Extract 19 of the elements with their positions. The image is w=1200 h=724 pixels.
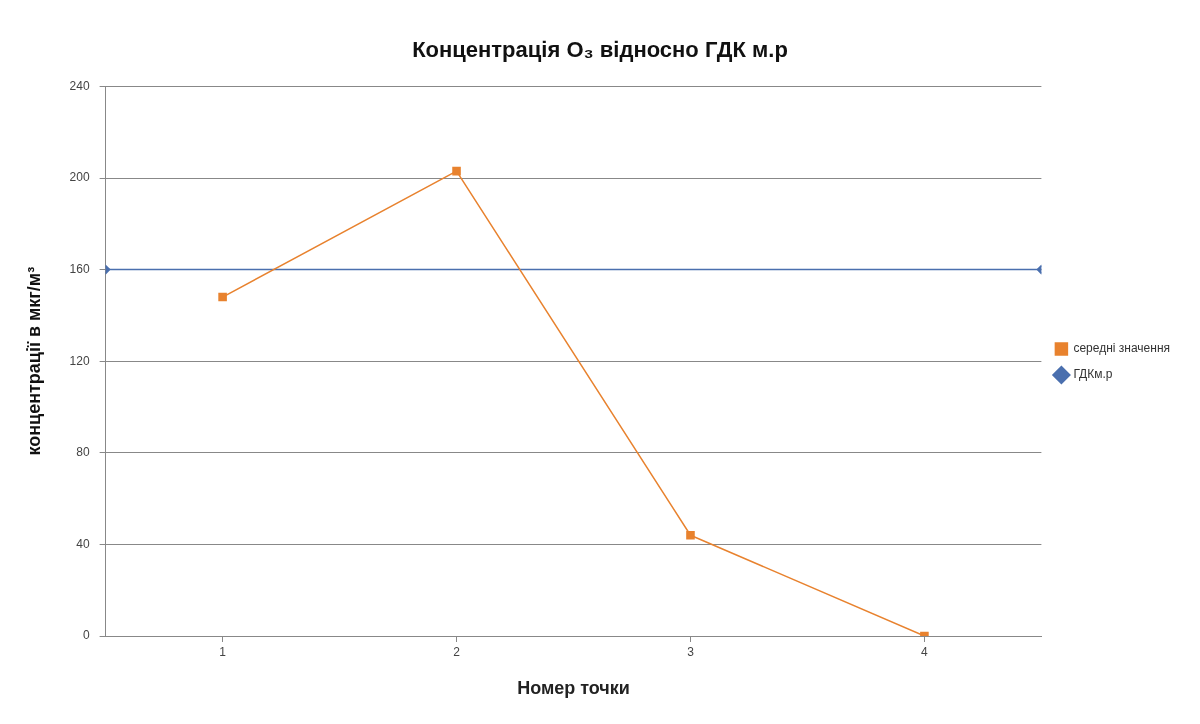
point xyxy=(452,166,461,176)
y-axis-title: концентрації в мкг/м³ xyxy=(23,266,44,456)
chart-title: Концентрація O₃ відносно ГДК м.р xyxy=(412,37,788,63)
x-tick-label: 3 xyxy=(687,644,695,659)
x-tick-label: 4 xyxy=(921,644,929,659)
legend-label: ГДКм.р xyxy=(1073,367,1113,382)
y-tick-label: 200 xyxy=(69,170,90,185)
y-tick-label: 80 xyxy=(76,445,90,460)
legend-label: середні значення xyxy=(1073,341,1171,356)
y-tick-label: 0 xyxy=(82,628,90,643)
x-axis-title: Номер точки xyxy=(517,678,630,699)
point xyxy=(686,530,695,540)
point xyxy=(218,292,227,302)
y-tick-label: 240 xyxy=(69,78,90,93)
x-tick-label: 1 xyxy=(219,644,227,659)
y-tick-label: 160 xyxy=(69,261,90,276)
y-tick-label: 40 xyxy=(76,536,90,551)
y-tick-label: 120 xyxy=(69,353,90,368)
x-tick-label: 2 xyxy=(453,644,461,659)
